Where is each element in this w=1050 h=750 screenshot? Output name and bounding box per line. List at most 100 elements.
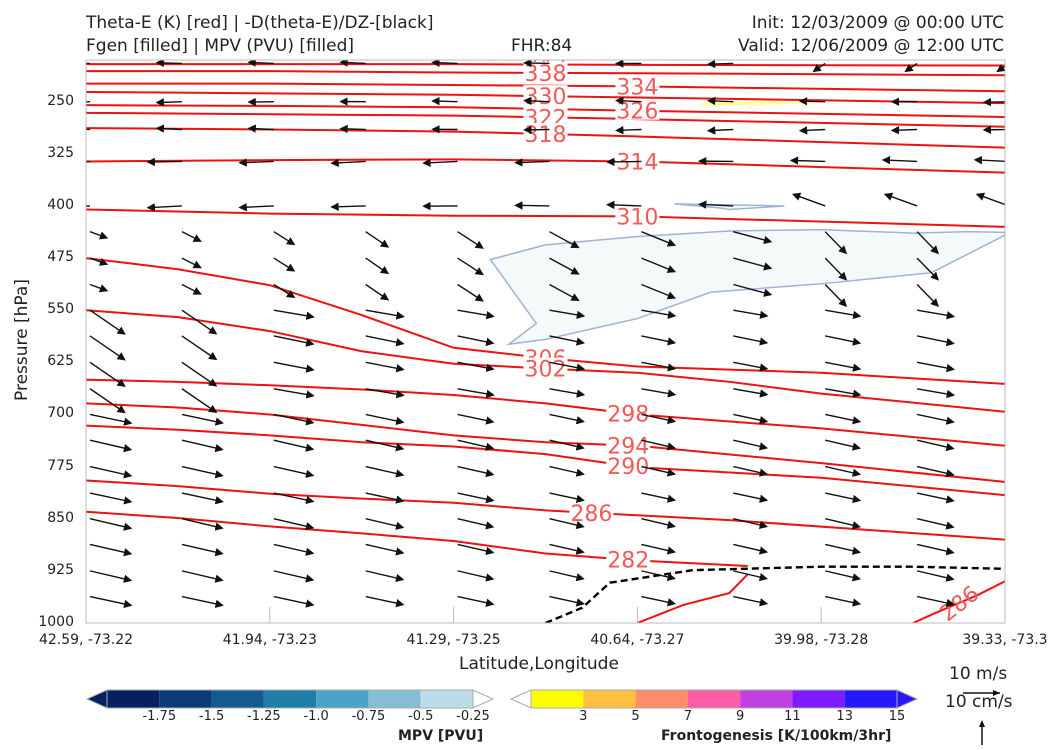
wind-arrow — [273, 231, 296, 246]
x-tick-label: 42.59, -73.22 — [38, 632, 134, 648]
wind-arrow — [825, 595, 862, 607]
wind-arrow — [825, 335, 862, 346]
wind-arrow — [273, 283, 296, 299]
wind-arrow — [457, 595, 495, 607]
wind-arrow — [641, 413, 677, 425]
wind-arrow — [146, 157, 182, 167]
wind-arrow — [247, 124, 274, 133]
mpv-colorbar-tick-label: -0.25 — [456, 709, 490, 724]
wind-arrow — [641, 283, 677, 300]
wind-arrow — [457, 413, 495, 425]
fgen-colorbar-swatch — [792, 690, 845, 708]
theta-e-contour-334 — [86, 82, 1005, 93]
wind-arrow — [916, 257, 939, 281]
wind-arrow — [996, 63, 1005, 73]
wind-arrow — [238, 202, 274, 212]
wind-arrow — [155, 124, 182, 133]
wind-arrow — [365, 570, 405, 583]
wind-arrow — [273, 439, 315, 452]
wind-arrow — [365, 309, 405, 320]
wind-arrow — [365, 518, 405, 530]
wind-arrow — [883, 192, 918, 207]
wind-arrow — [916, 570, 955, 582]
x-tick-label: 39.98, -73.28 — [774, 632, 869, 648]
wind-arrow — [733, 309, 769, 319]
wind-arrow — [825, 309, 862, 320]
wind-arrow — [457, 361, 495, 372]
wind-arrow — [365, 595, 405, 608]
wind-arrow — [181, 413, 224, 426]
y-tick-label: 775 — [47, 457, 74, 474]
wind-arrow — [733, 570, 769, 582]
wind-arrow — [973, 155, 1005, 165]
mpv-region — [489, 228, 1005, 346]
theta-e-contour-302 — [86, 309, 1005, 413]
wind-arrow — [549, 257, 580, 275]
wind-arrow — [273, 595, 315, 608]
wind-reference-label: 10 m/s — [949, 664, 1008, 684]
wind-arrow — [824, 231, 848, 255]
fgen-colorbar-tick-label: 9 — [736, 709, 745, 724]
wind-arrow — [238, 158, 274, 167]
wind-arrow — [549, 335, 585, 346]
wind-arrow — [733, 439, 769, 451]
wind-arrow — [523, 96, 550, 106]
wind-arrow — [916, 492, 955, 504]
wind-arrow — [181, 492, 224, 505]
wind-arrow — [89, 283, 109, 293]
fgen-colorbar-label: Frontogenesis [K/100km/3hr] — [661, 728, 892, 744]
wind-arrow — [825, 518, 862, 530]
fgen-colorbar-swatch — [583, 690, 636, 708]
y-tick-label: 625 — [47, 353, 74, 370]
wind-arrow — [181, 231, 202, 242]
y-tick-label: 475 — [47, 249, 74, 266]
y-tick-label: 925 — [47, 561, 74, 578]
mpv-colorbar-tick-label: -1.75 — [142, 709, 177, 724]
wind-arrow — [641, 231, 677, 247]
wind-arrow — [365, 257, 390, 275]
wind-arrow — [916, 231, 939, 255]
wind-arrow — [733, 283, 773, 297]
wind-arrow — [706, 60, 734, 69]
wind-arrow — [798, 126, 826, 135]
x-tick-label: 41.29, -73.25 — [406, 632, 501, 648]
wind-arrow — [825, 570, 862, 582]
wind-arrow — [825, 439, 862, 451]
y-tick-label: 400 — [47, 196, 74, 213]
wind-arrow — [431, 60, 458, 67]
wind-arrow — [916, 284, 939, 308]
mpv-colorbar-swatch — [316, 690, 369, 708]
wind-arrow — [273, 492, 315, 505]
wind-arrow — [89, 518, 133, 531]
wind-arrow — [825, 492, 862, 504]
wind-arrow — [457, 231, 484, 249]
wind-arrow — [916, 361, 955, 373]
wind-arrow — [549, 518, 585, 530]
wind-arrow — [181, 309, 218, 335]
wind-arrow — [641, 570, 676, 582]
wind-arrow — [916, 543, 955, 556]
fgen-colorbar-tick-label: 3 — [579, 709, 588, 724]
wind-arrow — [514, 158, 550, 167]
theta-e-contour-326 — [86, 104, 1005, 118]
wind-arrow — [641, 465, 676, 477]
wind-arrow — [733, 388, 769, 398]
wind-arrow — [273, 543, 315, 556]
wind-arrow — [89, 388, 126, 414]
wind-arrow — [422, 158, 458, 167]
wind-arrow — [365, 361, 405, 373]
wind-arrow — [365, 231, 390, 248]
title-left-2: Fgen [filled] | MPV (PVU) [filled] — [86, 36, 355, 56]
wind-arrow — [457, 570, 495, 582]
wind-arrow — [733, 231, 773, 245]
mpv-colorbar-swatch — [211, 690, 264, 708]
y-tick-label: 1000 — [38, 614, 74, 630]
wind-arrow — [155, 60, 182, 68]
wind-arrow — [549, 570, 585, 582]
theta-e-contour-318 — [86, 127, 1005, 149]
wind-arrow — [890, 125, 918, 135]
wind-arrow — [89, 361, 126, 387]
mpv-colorbar-tick-label: -1.25 — [247, 709, 281, 724]
